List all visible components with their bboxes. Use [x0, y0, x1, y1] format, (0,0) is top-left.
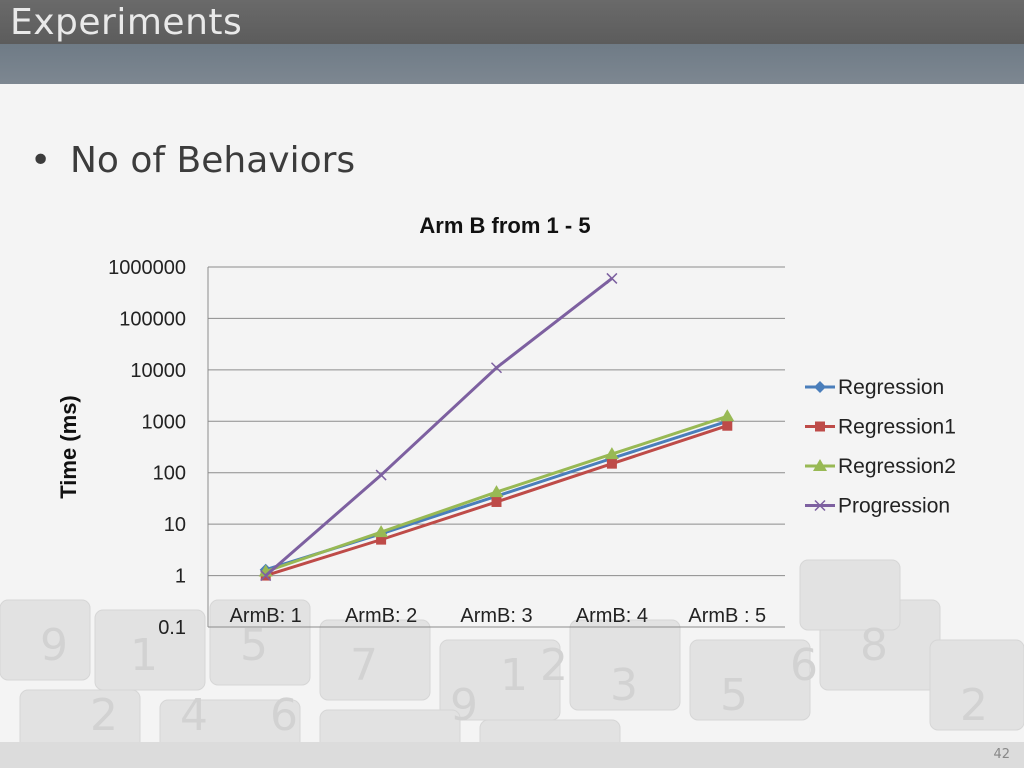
svg-text:2: 2: [540, 640, 568, 691]
data-point-regression2: [374, 525, 389, 538]
data-point-progression: [490, 362, 503, 374]
data-point-regression2: [604, 447, 619, 460]
data-point-regression1: [606, 458, 617, 469]
y-tick-label: 1000000: [108, 257, 186, 279]
y-tick-label: 1000: [142, 411, 187, 433]
title-band: [0, 44, 1024, 84]
svg-text:2: 2: [90, 690, 118, 741]
svg-text:5: 5: [720, 670, 748, 721]
data-point-regression1: [376, 534, 387, 545]
x-tick-label: ArmB : 5: [688, 605, 766, 627]
y-tick-label: 10: [164, 514, 186, 536]
legend-marker-regression: [814, 381, 826, 393]
y-tick-label: 100: [153, 463, 186, 485]
y-tick-label: 1: [175, 566, 186, 588]
y-tick-label: 0.1: [158, 617, 186, 639]
svg-text:6: 6: [790, 640, 818, 691]
svg-text:3: 3: [610, 660, 638, 711]
legend-marker-progression: [814, 499, 826, 512]
title-bar: Experiments: [0, 0, 1024, 44]
data-point-regression1: [722, 420, 733, 431]
footer-strip: [0, 742, 1024, 768]
bullet-item: • No of Behaviors: [30, 140, 355, 181]
y-tick-label: 100000: [119, 308, 186, 330]
legend-label: Progression: [838, 495, 950, 518]
chart-title: Arm B from 1 - 5: [419, 213, 590, 238]
x-tick-label: ArmB: 3: [460, 605, 532, 627]
svg-text:9: 9: [450, 680, 478, 731]
x-tick-label: ArmB: 2: [345, 605, 417, 627]
svg-text:1: 1: [500, 650, 528, 701]
svg-text:7: 7: [350, 640, 378, 691]
legend-label: Regression1: [838, 416, 956, 439]
data-point-regression1: [491, 496, 502, 507]
svg-text:4: 4: [180, 690, 208, 741]
data-point-progression: [606, 272, 618, 284]
svg-text:6: 6: [270, 690, 298, 741]
slide-title: Experiments: [10, 2, 243, 43]
page-number: 42: [993, 747, 1010, 762]
bullet-dot-icon: •: [30, 140, 52, 181]
bullet-text: No of Behaviors: [70, 140, 356, 181]
x-tick-label: ArmB: 1: [230, 605, 302, 627]
svg-text:1: 1: [130, 630, 158, 681]
data-point-progression: [375, 469, 387, 481]
y-axis-title: Time (ms): [56, 395, 81, 499]
svg-text:2: 2: [960, 680, 988, 731]
x-tick-label: ArmB: 4: [576, 605, 648, 627]
data-point-regression2: [489, 485, 504, 498]
svg-text:9: 9: [40, 620, 68, 671]
legend-label: Regression: [838, 376, 944, 399]
svg-text:8: 8: [860, 620, 888, 671]
legend-marker-regression2: [813, 459, 827, 471]
data-point-regression2: [720, 409, 735, 422]
legend-label: Regression2: [838, 455, 956, 478]
legend-marker-regression1: [815, 421, 825, 432]
series-line-progression: [264, 277, 613, 577]
data-point-progression: [260, 570, 272, 582]
svg-text:5: 5: [240, 620, 268, 671]
y-tick-label: 10000: [130, 360, 186, 382]
